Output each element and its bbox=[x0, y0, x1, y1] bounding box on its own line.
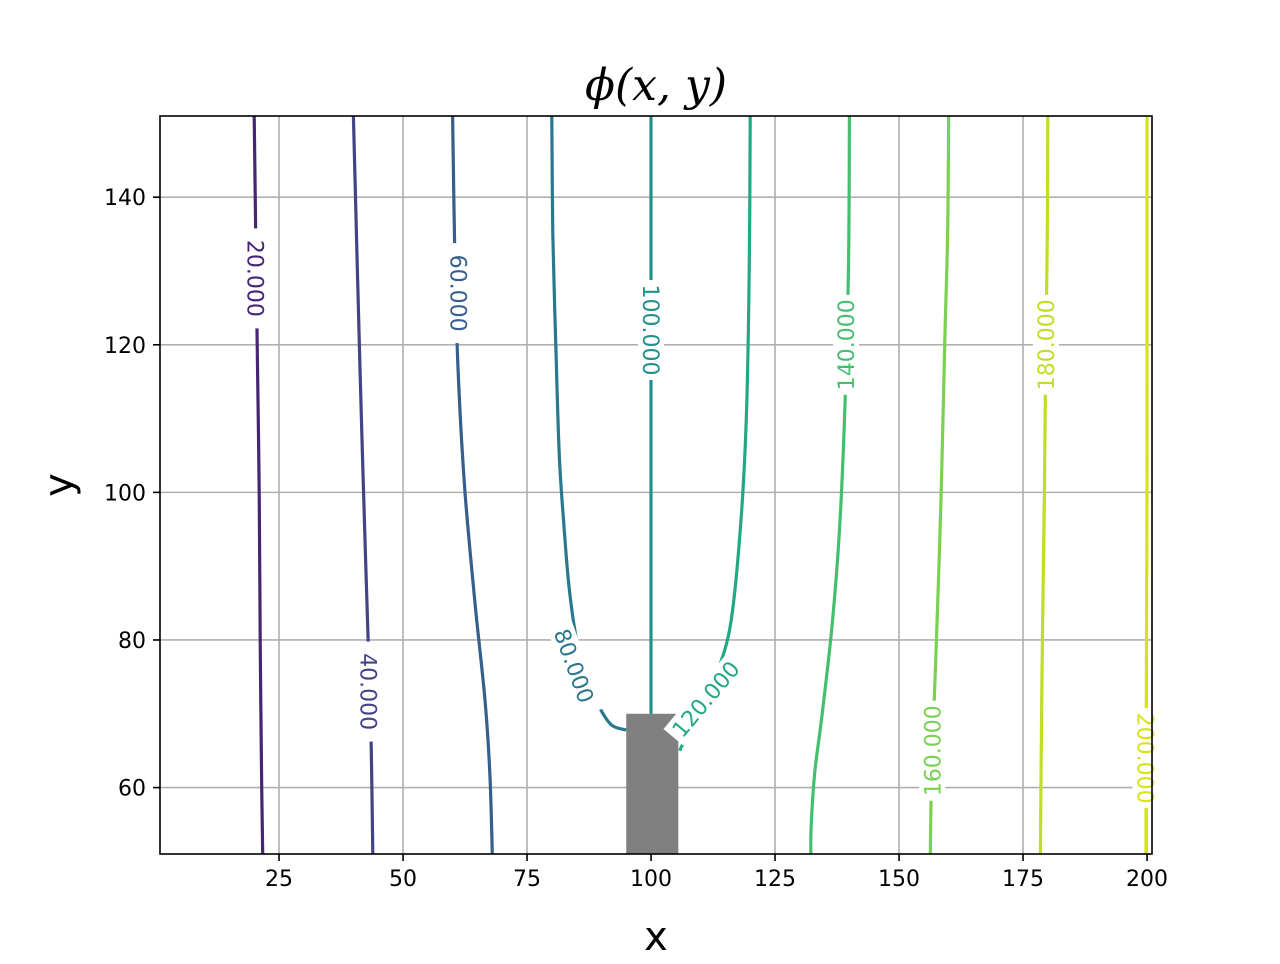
chart-title: ϕ(x, y) bbox=[585, 60, 727, 111]
y-tick-label: 140 bbox=[104, 186, 146, 211]
obstacle-layer bbox=[626, 713, 679, 854]
y-axis-label: y bbox=[36, 473, 82, 497]
x-tick-label: 150 bbox=[878, 867, 920, 892]
contour-layer bbox=[252, 116, 1149, 854]
contour-label: 60.000 bbox=[445, 255, 470, 332]
contour-label: 40.000 bbox=[354, 653, 379, 730]
contour-line-120 bbox=[678, 116, 752, 752]
contour-label-group: 100.000 bbox=[637, 280, 664, 380]
contour-label-bg bbox=[833, 294, 859, 395]
contour-label-group: 40.000 bbox=[354, 641, 382, 742]
contour-label-bg bbox=[1032, 294, 1059, 395]
contour-label-group: 160.000 bbox=[919, 700, 946, 801]
y-tick-label: 100 bbox=[104, 481, 146, 506]
contour-label-bg bbox=[355, 641, 382, 742]
x-axis-label: x bbox=[644, 914, 668, 960]
contour-line-140 bbox=[809, 116, 851, 854]
grid bbox=[160, 116, 1152, 854]
x-tick-label: 125 bbox=[754, 867, 796, 892]
contour-label-bg bbox=[638, 280, 664, 380]
contour-label-layer: 20.000 40.000 60.000 80.000 100.000 120.000 14… bbox=[242, 228, 1159, 809]
contour-label: 160.000 bbox=[921, 705, 946, 796]
contour-label-group: 120.000 bbox=[663, 652, 748, 746]
obstacle-block bbox=[626, 713, 679, 854]
contour-label-group: 200.000 bbox=[1132, 708, 1159, 809]
x-tick-label: 50 bbox=[389, 867, 417, 892]
contour-label: 200.000 bbox=[1132, 713, 1157, 804]
x-tick-label: 25 bbox=[265, 867, 293, 892]
contour-label-group: 140.000 bbox=[833, 294, 860, 395]
contour-label-group: 180.000 bbox=[1032, 294, 1060, 395]
contour-line-40 bbox=[351, 116, 375, 854]
contour-label: 80.000 bbox=[548, 626, 598, 707]
contour-line-20 bbox=[252, 116, 265, 854]
contour-label-bg bbox=[544, 614, 604, 718]
axis-ticks: 25 50 75 100 125 150 175 200 60 80 100 120 140 bbox=[104, 186, 1168, 892]
x-tick-label: 100 bbox=[630, 867, 672, 892]
y-tick-label: 120 bbox=[104, 334, 146, 359]
contour-label-group: 20.000 bbox=[242, 228, 269, 329]
contour-label-group: 60.000 bbox=[445, 243, 472, 344]
x-tick-label: 175 bbox=[1002, 867, 1044, 892]
contour-label-bg bbox=[242, 228, 269, 329]
contour-label-bg bbox=[663, 652, 748, 746]
contour-label-bg bbox=[919, 700, 946, 801]
contour-label: 180.000 bbox=[1035, 299, 1060, 390]
contour-label: 20.000 bbox=[242, 240, 267, 317]
y-tick-label: 80 bbox=[118, 629, 146, 654]
contour-label: 140.000 bbox=[835, 299, 860, 390]
x-tick-label: 75 bbox=[513, 867, 541, 892]
contour-label-group: 80.000 bbox=[544, 614, 604, 718]
contour-label: 120.000 bbox=[668, 657, 746, 743]
contour-line-60 bbox=[451, 116, 494, 854]
contour-label-bg bbox=[445, 243, 472, 344]
contour-label: 100.000 bbox=[637, 285, 662, 376]
y-tick-label: 60 bbox=[118, 777, 146, 802]
x-tick-label: 200 bbox=[1126, 867, 1168, 892]
contour-line-180 bbox=[1038, 116, 1050, 854]
plot-frame bbox=[159, 115, 1153, 855]
